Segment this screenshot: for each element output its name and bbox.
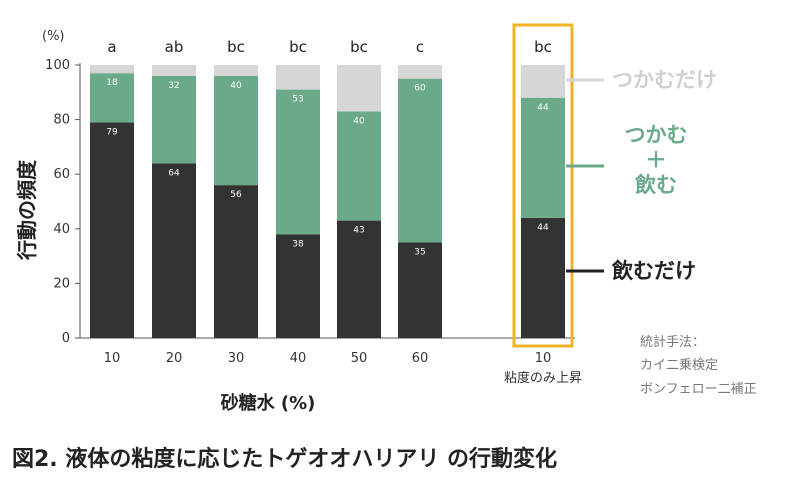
data-label-grasp-and-drink: 18 <box>106 78 118 88</box>
x-tick-label: 50 <box>351 351 368 366</box>
significance-letter: bc <box>350 38 368 56</box>
legend-drink-only: 飲むだけ <box>611 259 696 283</box>
significance-letter: bc <box>227 38 245 56</box>
y-tick-label: 0 <box>62 331 70 346</box>
legend-grasp-and-drink-plus: ＋ <box>646 148 667 172</box>
bar-segment-grasp-and-drink <box>152 75 196 164</box>
bar-segment-grasp-only <box>521 65 565 98</box>
y-tick-label: 40 <box>53 222 70 237</box>
data-label-grasp-and-drink: 40 <box>230 81 242 91</box>
data-label-grasp-and-drink: 44 <box>537 103 549 113</box>
bar-segment-drink-only <box>398 242 442 338</box>
y-tick-label: 100 <box>45 58 70 73</box>
bar-segment-grasp-only <box>337 65 381 112</box>
stat-note-line2: カイ二乗検定 <box>640 358 718 373</box>
stat-note-line1: 統計手法： <box>640 334 705 350</box>
x-tick-label: 30 <box>228 351 245 366</box>
bar-segment-grasp-and-drink <box>521 97 565 218</box>
data-label-drink-only: 43 <box>353 226 364 236</box>
data-label-grasp-and-drink: 53 <box>292 95 303 105</box>
bars <box>90 65 565 338</box>
bar-segment-grasp-only <box>90 65 134 74</box>
y-axis-label: 行動の頻度 <box>15 159 39 261</box>
axes: 0 20 40 60 80 100 a 10 ab 20 bc 30 bc 40 bc 50 c 60 bc 10 粘度… <box>45 23 582 386</box>
x-tick-label: 10 <box>104 351 121 366</box>
data-label-drink-only: 44 <box>537 223 549 233</box>
data-label-grasp-and-drink: 40 <box>353 116 365 126</box>
highlight-box <box>512 23 574 348</box>
bar-segment-grasp-and-drink <box>276 89 320 235</box>
bar-segment-grasp-only <box>214 65 258 76</box>
bar-segment-grasp-and-drink <box>398 78 442 243</box>
bar-segment-drink-only <box>276 234 320 338</box>
y-tick-label: 80 <box>53 113 70 128</box>
y-tick-label: 60 <box>53 167 70 182</box>
significance-letter: a <box>107 38 116 56</box>
y-tick-label: 20 <box>53 276 70 291</box>
legend-grasp-and-drink-line1: つかむ <box>625 123 688 147</box>
bar-segment-grasp-only <box>152 65 196 76</box>
bar-segment-grasp-only <box>276 65 320 90</box>
figure-caption: 図2. 液体の粘度に応じたトゲオオハリアリ の行動変化 <box>12 446 557 472</box>
x-tick-sublabel: 粘度のみ上昇 <box>504 370 582 386</box>
bar-segment-drink-only <box>90 122 134 338</box>
bar-segment-drink-only <box>152 163 196 338</box>
bar-segment-drink-only <box>214 185 258 338</box>
legend-grasp-only: つかむだけ <box>612 68 717 92</box>
significance-letter: c <box>416 38 424 56</box>
x-tick-label: 60 <box>412 351 429 366</box>
bar-segment-drink-only <box>521 217 565 338</box>
stat-note-line3: ボンフェロー二補正 <box>640 382 757 397</box>
significance-letter: ab <box>165 38 184 56</box>
y-axis-unit: (%) <box>42 29 65 44</box>
data-label-drink-only: 38 <box>292 239 304 249</box>
data-label-grasp-and-drink: 60 <box>414 84 426 94</box>
significance-letter: bc <box>534 38 552 56</box>
bar-segment-drink-only <box>337 220 381 338</box>
x-tick-label: 10 <box>535 351 552 366</box>
bar-segment-grasp-and-drink <box>90 73 134 123</box>
data-label-drink-only: 56 <box>230 190 242 200</box>
x-tick-label: 20 <box>166 351 183 366</box>
x-axis-label: 砂糖水 (%) <box>221 392 316 414</box>
x-tick-label: 40 <box>290 351 307 366</box>
bar-segment-grasp-only <box>398 65 442 79</box>
bar-segment-grasp-and-drink <box>337 111 381 221</box>
data-label-drink-only: 64 <box>168 168 180 178</box>
bar-segment-grasp-and-drink <box>214 75 258 186</box>
significance-letter: bc <box>289 38 307 56</box>
data-labels: 79 18 64 32 56 40 38 53 43 40 35 60 44 44 <box>106 78 549 257</box>
data-label-drink-only: 79 <box>106 127 118 137</box>
data-label-grasp-and-drink: 32 <box>168 81 179 91</box>
legend-grasp-and-drink-line2: 飲む <box>634 173 677 197</box>
data-label-drink-only: 35 <box>414 247 425 257</box>
